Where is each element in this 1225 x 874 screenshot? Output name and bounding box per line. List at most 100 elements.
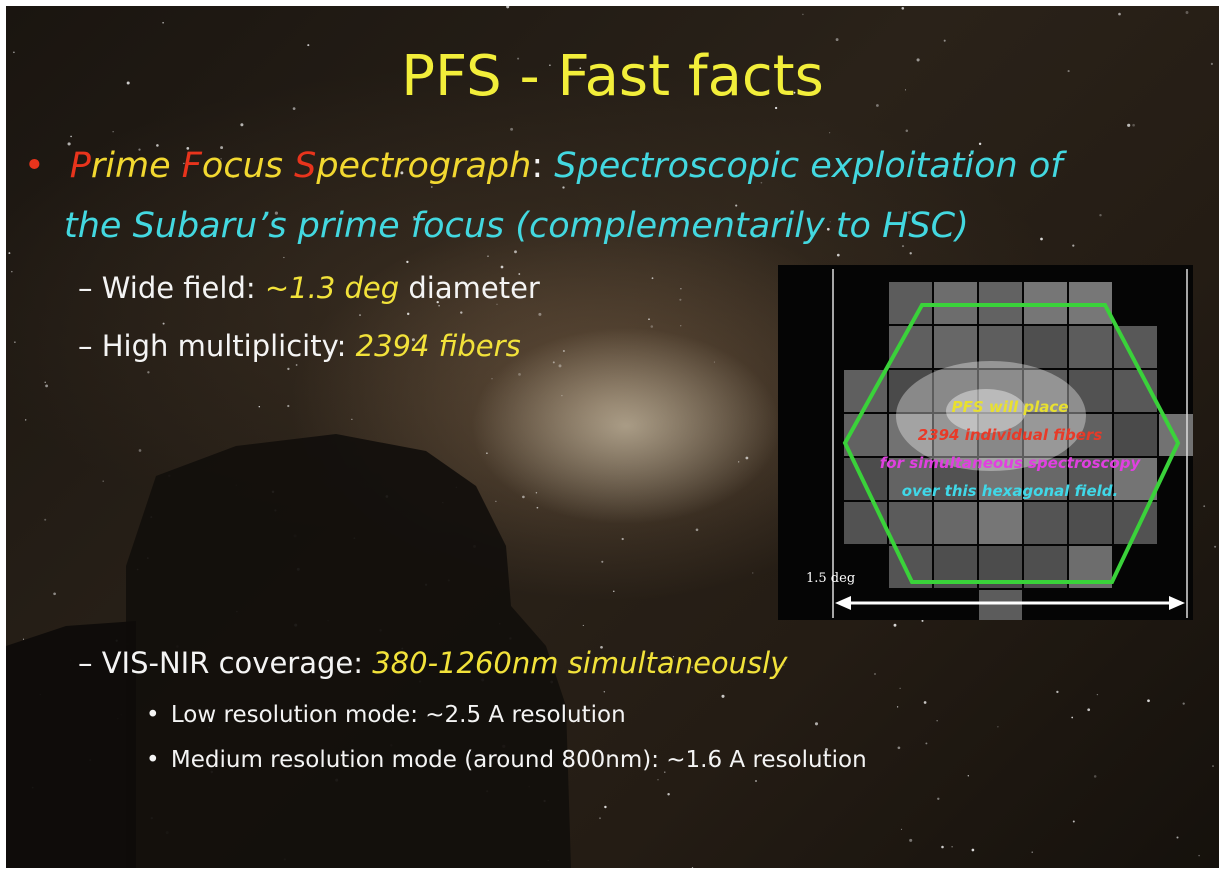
- star: [583, 625, 584, 626]
- star: [495, 501, 496, 502]
- separator: :: [531, 146, 543, 186]
- star: [622, 538, 624, 540]
- caption-line: over this hexagonal field.: [902, 482, 1118, 500]
- star: [1186, 11, 1189, 14]
- star: [506, 6, 509, 8]
- star: [25, 419, 26, 420]
- tile: [979, 590, 1022, 620]
- star: [460, 311, 462, 313]
- star: [738, 461, 739, 462]
- star: [139, 449, 142, 452]
- star: [563, 350, 565, 352]
- star: [518, 373, 521, 376]
- star: [407, 313, 409, 315]
- star: [559, 364, 562, 367]
- star: [651, 325, 654, 328]
- star: [359, 314, 361, 316]
- label: VIS-NIR coverage:: [102, 646, 363, 680]
- star: [1094, 775, 1097, 778]
- tile: [1024, 502, 1067, 544]
- highlight: 380-1260nm simultaneously: [372, 646, 787, 680]
- name-initial: P: [70, 146, 91, 186]
- star: [45, 382, 46, 383]
- star: [491, 378, 492, 379]
- star: [874, 673, 876, 675]
- star: [562, 186, 564, 188]
- star: [406, 261, 408, 263]
- star: [941, 846, 944, 849]
- star: [1073, 821, 1075, 823]
- star: [1087, 708, 1090, 711]
- label: High multiplicity:: [102, 329, 347, 363]
- sub-sub-item: • Medium resolution mode (around 800nm):…: [146, 747, 867, 773]
- star: [601, 561, 603, 563]
- star: [561, 395, 562, 396]
- star: [921, 620, 923, 622]
- star: [902, 7, 905, 10]
- name-part: rime: [91, 146, 182, 186]
- caption-line: PFS will place: [952, 398, 1069, 416]
- star: [925, 742, 927, 744]
- tile: [889, 502, 932, 544]
- sub-item: – High multiplicity: 2394 fibers: [78, 329, 521, 363]
- main-bullet-line: • Prime Focus Spectrograph: Spectroscopi…: [24, 146, 1063, 186]
- star: [1212, 765, 1214, 767]
- star: [721, 695, 724, 698]
- tile: [934, 502, 977, 544]
- star: [259, 406, 260, 407]
- bullet-marker: •: [24, 146, 45, 186]
- page: PFS - Fast facts • Prime Focus Spectrogr…: [0, 0, 1225, 874]
- name-part: ocus: [202, 146, 294, 186]
- dash-marker: –: [78, 646, 93, 680]
- star: [692, 867, 693, 868]
- star: [102, 480, 103, 481]
- star: [522, 496, 525, 499]
- caption-line: 2394 individual fibers: [918, 426, 1103, 444]
- star: [1198, 855, 1199, 856]
- star: [283, 257, 284, 258]
- star: [240, 123, 243, 126]
- star: [604, 806, 606, 808]
- tile: [1114, 502, 1157, 544]
- star: [613, 591, 614, 592]
- star: [147, 371, 149, 373]
- highlight: 2394 fibers: [356, 329, 521, 363]
- name-part: pectrograph: [316, 146, 531, 186]
- star: [14, 341, 15, 342]
- bullet-marker: •: [146, 747, 160, 773]
- sub-sub-item: • Low resolution mode: ~2.5 A resolution: [146, 702, 626, 728]
- star: [486, 452, 488, 454]
- star: [287, 405, 289, 407]
- star: [924, 701, 927, 704]
- tile: [1069, 326, 1112, 368]
- star: [648, 318, 650, 320]
- star: [296, 364, 298, 366]
- star: [163, 323, 165, 325]
- star: [680, 325, 681, 326]
- star: [44, 519, 46, 521]
- star: [1176, 836, 1178, 838]
- star: [1097, 694, 1098, 695]
- tile: [979, 502, 1022, 544]
- star: [70, 136, 72, 138]
- star: [997, 726, 998, 727]
- star: [979, 143, 981, 145]
- star: [894, 624, 897, 627]
- star: [68, 142, 71, 145]
- slide-title: PFS - Fast facts: [6, 44, 1219, 109]
- tile: [844, 502, 887, 544]
- star: [746, 457, 749, 460]
- star: [755, 780, 757, 782]
- star: [536, 492, 537, 493]
- star: [836, 38, 839, 41]
- star: [537, 507, 539, 509]
- tile: [934, 326, 977, 368]
- star: [1056, 691, 1058, 693]
- star: [501, 266, 504, 269]
- star: [680, 288, 681, 289]
- star: [162, 22, 164, 24]
- star: [667, 793, 669, 795]
- star: [431, 186, 433, 188]
- star: [968, 775, 969, 776]
- star: [1203, 505, 1205, 507]
